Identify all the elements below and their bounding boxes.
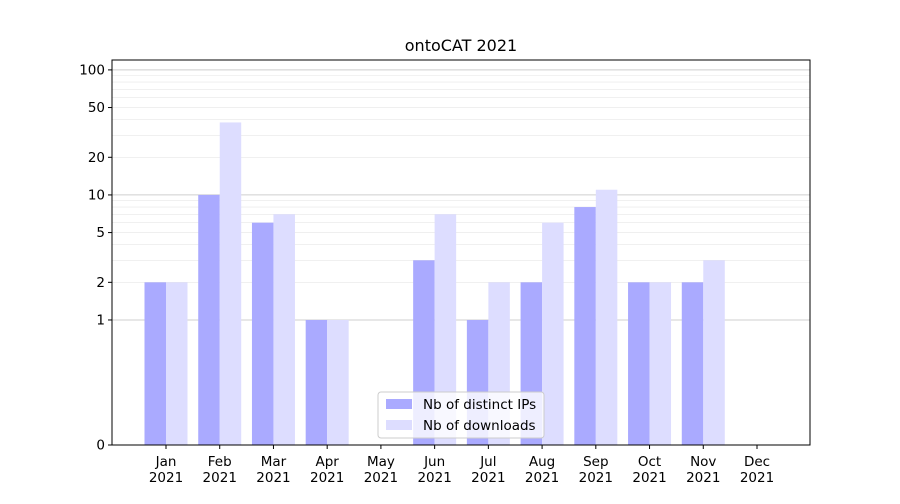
- x-tick-label-line: 2021: [740, 470, 774, 486]
- x-tick-label-line: Oct: [638, 454, 661, 470]
- y-tick-label: 50: [88, 100, 105, 116]
- x-tick-label: May 2021: [364, 454, 398, 486]
- x-tick-label-line: 2021: [256, 470, 290, 486]
- x-tick-label: Dec 2021: [740, 454, 774, 486]
- y-tick-label: 100: [79, 62, 105, 78]
- legend-label-distinct-ips: Nb of distinct IPs: [423, 397, 536, 413]
- x-tick-label-line: 2021: [632, 470, 666, 486]
- x-tick-label-line: 2021: [471, 470, 505, 486]
- y-tick-label: 2: [96, 275, 105, 291]
- x-tick-label: Jul 2021: [471, 454, 505, 486]
- plot-frame: [111, 59, 811, 446]
- x-tick-label-line: Feb: [208, 454, 232, 470]
- bar-distinct-ips: [574, 207, 596, 445]
- bar-distinct-ips: [144, 282, 166, 445]
- bar-downloads: [542, 222, 564, 445]
- x-tick-label: Nov 2021: [686, 454, 720, 486]
- x-tick-label: Sep 2021: [579, 454, 613, 486]
- x-tick-label-line: Jul: [479, 454, 496, 470]
- bar-distinct-ips: [681, 282, 704, 445]
- y-tick-label: 20: [88, 150, 105, 166]
- x-tick-label-line: 2021: [310, 470, 344, 486]
- bar-distinct-ips: [628, 282, 650, 445]
- legend-swatch-downloads: [386, 420, 412, 430]
- chart-title: ontoCAT 2021: [405, 36, 517, 55]
- x-tick-label: Mar 2021: [256, 454, 290, 486]
- x-tick-label-line: Aug: [529, 454, 555, 470]
- x-tick-label: Aug 2021: [525, 454, 559, 486]
- bar-downloads: [703, 260, 725, 445]
- bar-distinct-ips: [251, 222, 274, 445]
- y-tick-label: 10: [88, 187, 105, 203]
- bar-distinct-ips: [305, 319, 328, 445]
- x-tick-label-line: Jan: [155, 454, 177, 470]
- y-tick-label: 5: [96, 225, 105, 241]
- legend-swatch-distinct-ips: [386, 399, 412, 409]
- x-tick-label-line: Mar: [261, 454, 287, 470]
- x-tick-label: Jan 2021: [149, 454, 183, 486]
- bar-distinct-ips: [198, 194, 220, 445]
- x-tick-label-line: 2021: [203, 470, 237, 486]
- bar-downloads: [219, 122, 242, 445]
- x-tick-label-line: 2021: [417, 470, 451, 486]
- bar-downloads: [649, 282, 672, 445]
- x-tick-label-line: 2021: [686, 470, 720, 486]
- x-tick-label-line: Nov: [690, 454, 716, 470]
- x-tick-label: Oct 2021: [632, 454, 666, 486]
- x-tick-label-line: May: [367, 454, 395, 470]
- x-tick-label-line: Sep: [583, 454, 608, 470]
- x-tick-label-line: 2021: [149, 470, 183, 486]
- legend-box: [377, 391, 545, 439]
- bar-downloads: [327, 319, 349, 445]
- x-tick-label-line: Apr: [316, 454, 340, 470]
- y-tick-label: 1: [96, 312, 105, 328]
- bar-downloads: [434, 214, 457, 445]
- legend-label-downloads: Nb of downloads: [423, 418, 536, 434]
- bar-downloads: [166, 282, 188, 445]
- x-tick-label-line: Dec: [744, 454, 770, 470]
- x-tick-label: Feb 2021: [203, 454, 237, 486]
- x-tick-label: Jun 2021: [417, 454, 451, 486]
- x-tick-label-line: 2021: [364, 470, 398, 486]
- y-axis: 0 1 2 5 10 20 50 100: [79, 62, 112, 454]
- bar-downloads: [595, 189, 618, 445]
- x-tick-label-line: 2021: [579, 470, 613, 486]
- x-tick-label: Apr 2021: [310, 454, 344, 486]
- x-tick-label-line: Jun: [423, 454, 445, 470]
- y-tick-label: 0: [96, 438, 105, 454]
- legend: Nb of distinct IPs Nb of downloads: [377, 391, 545, 439]
- x-tick-label-line: 2021: [525, 470, 559, 486]
- bar-downloads: [273, 214, 295, 445]
